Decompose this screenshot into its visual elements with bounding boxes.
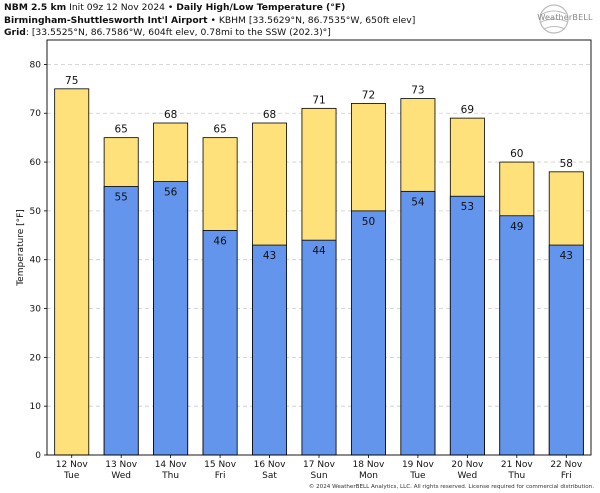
low-bar [548,244,584,456]
x-tick-day: Fri [215,471,226,481]
y-tick-label: 50 [30,207,42,217]
y-tick-label: 30 [30,305,42,315]
x-tick-day: Wed [111,471,131,481]
x-tick-date: 20 Nov [451,460,484,470]
y-tick-label: 60 [30,158,42,168]
low-value-label: 55 [114,191,127,203]
x-tick-date: 15 Nov [204,460,237,470]
x-tick-date: 13 Nov [105,460,138,470]
x-tick-day: Mon [359,471,378,481]
low-value-label: 43 [560,250,573,262]
low-value-label: 54 [411,196,425,208]
high-bar [54,88,90,456]
low-value-label: 46 [213,235,227,247]
high-value-label: 58 [560,158,573,170]
x-tick-date: 19 Nov [402,460,435,470]
chart-header: NBM 2.5 km Init 09z 12 Nov 2024 • Daily … [4,2,415,40]
low-bar [449,195,485,456]
low-value-label: 44 [312,245,326,257]
x-tick-day: Sun [310,471,327,481]
weatherbell-logo: WeatherBELL [532,2,598,36]
x-tick-date: 16 Nov [254,460,287,470]
high-value-label: 72 [362,89,375,101]
logo-globe-icon [539,4,569,34]
x-tick-date: 22 Nov [550,460,583,470]
low-bar [153,181,189,456]
x-tick-day: Thu [507,471,525,481]
high-value-label: 65 [114,124,127,136]
low-value-label: 50 [362,216,375,228]
low-value-label: 53 [461,201,474,213]
y-tick-label: 10 [30,402,42,412]
plot-frame [46,39,592,456]
low-bar [103,186,139,456]
low-bar [400,190,436,456]
high-value-label: 71 [312,94,325,106]
low-bar [252,244,288,456]
x-tick-date: 14 Nov [155,460,188,470]
header-line-2: Birmingham-Shuttlesworth Int'l Airport •… [4,14,416,26]
low-bar [499,215,535,456]
low-bar [350,210,386,456]
x-tick-date: 17 Nov [303,460,336,470]
x-tick-day: Thu [161,471,179,481]
high-value-label: 68 [263,109,276,121]
high-value-label: 69 [461,104,474,116]
x-tick-day: Tue [409,471,426,481]
y-tick-label: 20 [30,353,42,363]
low-value-label: 49 [510,221,523,233]
low-value-label: 43 [263,250,276,262]
high-value-label: 60 [510,148,523,160]
x-tick-date: 18 Nov [353,460,386,470]
x-tick-day: Wed [458,471,478,481]
y-tick-label: 40 [30,256,42,266]
x-tick-day: Sat [262,471,277,481]
low-value-label: 56 [164,187,178,199]
copyright-footer: © 2024 WeatherBELL Analytics, LLC. All r… [308,484,594,490]
high-value-label: 73 [411,85,424,97]
header-line-1: NBM 2.5 km Init 09z 12 Nov 2024 • Daily … [4,2,346,13]
y-axis-label: Temperature [°F] [16,209,26,287]
high-value-label: 75 [65,75,78,87]
y-tick-label: 70 [30,109,42,119]
x-tick-date: 12 Nov [56,460,89,470]
high-value-label: 68 [164,109,177,121]
high-value-label: 65 [213,124,226,136]
x-tick-day: Fri [561,471,572,481]
low-bar [301,239,337,456]
x-tick-day: Tue [63,471,80,481]
x-tick-date: 21 Nov [501,460,534,470]
logo-text: WeatherBELL [537,13,593,22]
y-tick-label: 0 [35,451,41,461]
header-line-3: Grid: [33.5525°N, 86.7586°W, 604ft elev,… [4,27,331,38]
y-tick-label: 80 [30,60,42,70]
low-bar [202,230,238,456]
